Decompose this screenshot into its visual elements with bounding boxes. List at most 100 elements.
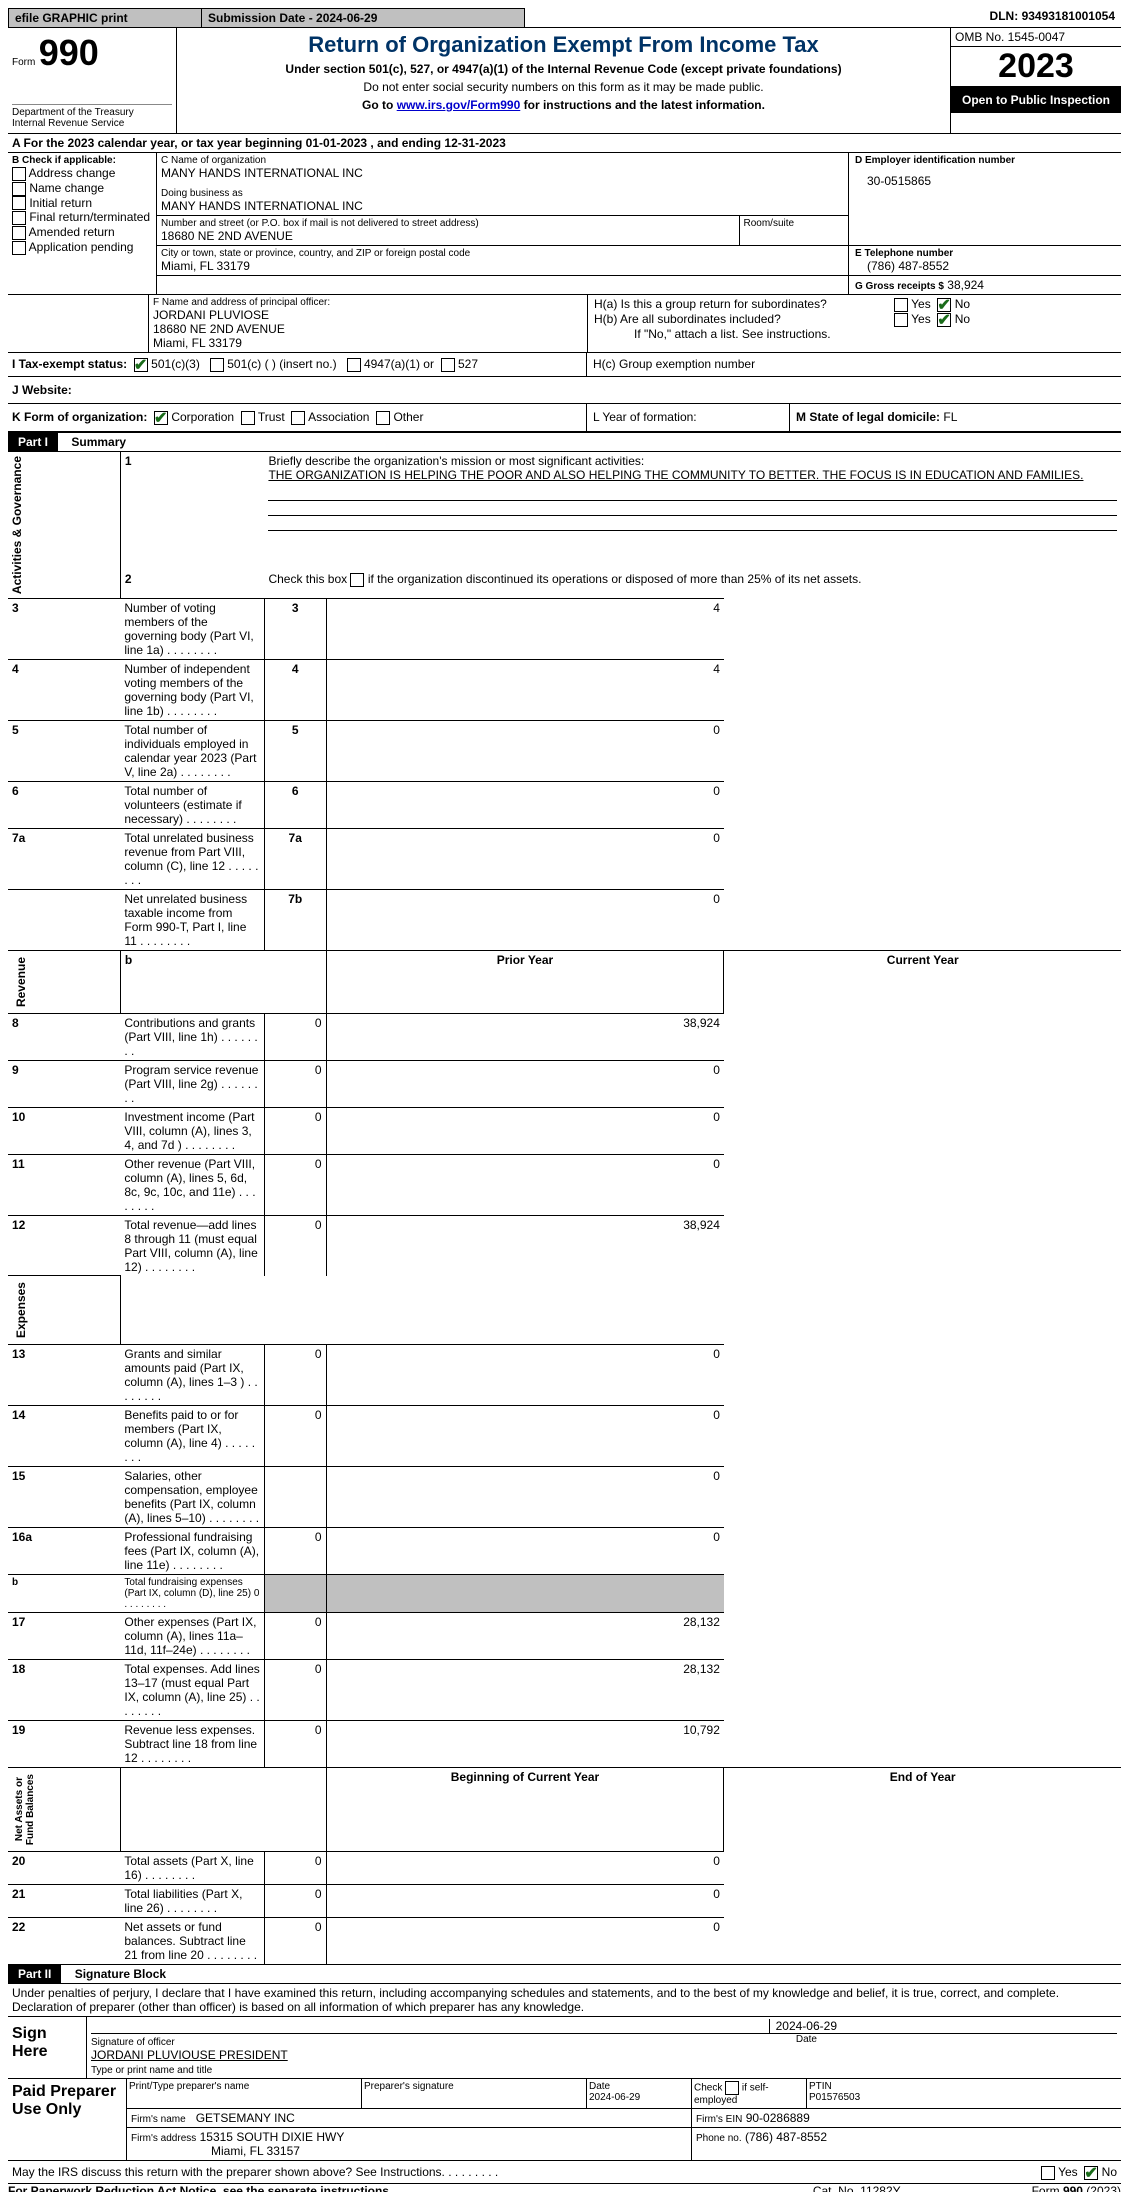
mission-q: Briefly describe the organization's miss…: [268, 454, 644, 468]
boxb-item[interactable]: Initial return: [12, 196, 152, 211]
l-label: L Year of formation:: [587, 404, 790, 431]
i-label: I Tax-exempt status:: [12, 357, 127, 371]
phone-label: E Telephone number: [855, 248, 1115, 259]
hb-yes[interactable]: [894, 313, 908, 327]
form-subtitle: Under section 501(c), 527, or 4947(a)(1)…: [185, 62, 942, 76]
gross-label: G Gross receipts $: [855, 281, 944, 292]
i-527[interactable]: [441, 358, 455, 372]
discuss-yes[interactable]: [1041, 2166, 1055, 2180]
room-label: Room/suite: [744, 218, 844, 229]
col-boy: Beginning of Current Year: [326, 1768, 724, 1852]
perjury: Under penalties of perjury, I declare th…: [8, 1984, 1121, 2017]
top-bar: efile GRAPHIC print Submission Date - 20…: [8, 8, 1121, 28]
street: 18680 NE 2ND AVENUE: [161, 229, 735, 243]
omb: OMB No. 1545-0047: [951, 28, 1121, 47]
paid-label: Paid Preparer Use Only: [8, 2079, 127, 2161]
dln-value: 93493181001054: [1022, 9, 1115, 23]
city: Miami, FL 33179: [161, 259, 844, 273]
ein-label: D Employer identification number: [855, 155, 1115, 166]
goto-pre: Go to: [362, 98, 397, 112]
k-label: K Form of organization:: [12, 410, 147, 424]
entity-block: B Check if applicable: Address change Na…: [8, 153, 1121, 294]
side-revenue: Revenue: [12, 953, 30, 1011]
m-val: FL: [943, 410, 957, 424]
k-opt[interactable]: Corporation: [154, 410, 241, 424]
i-501c3[interactable]: [134, 358, 148, 372]
self-employed-check[interactable]: [725, 2081, 739, 2095]
goto-post: for instructions and the latest informat…: [524, 98, 765, 112]
discuss-row: May the IRS discuss this return with the…: [8, 2161, 1121, 2184]
form-header: Form 990 Department of the Treasury Inte…: [8, 28, 1121, 134]
tax-year-line: A For the 2023 calendar year, or tax yea…: [8, 134, 1121, 153]
ssn-warning: Do not enter social security numbers on …: [185, 80, 942, 94]
ptin: P01576503: [809, 2092, 860, 2103]
officer-name: JORDANI PLUVIOSE: [153, 308, 583, 322]
i-4947[interactable]: [347, 358, 361, 372]
discuss-no[interactable]: [1084, 2166, 1098, 2180]
k-opt[interactable]: Association: [291, 410, 376, 424]
city-label: City or town, state or province, country…: [161, 248, 844, 259]
side-governance: Activities & Governance: [8, 452, 26, 598]
efile-label: efile GRAPHIC print: [9, 9, 202, 28]
firm-phone: (786) 487-8552: [745, 2130, 827, 2144]
col-eoy: End of Year: [724, 1768, 1121, 1852]
hb-label: H(b) Are all subordinates included?: [594, 312, 894, 327]
submission-date: Submission Date - 2024-06-29: [202, 9, 525, 28]
summary-table: Activities & Governance 1 Briefly descri…: [8, 452, 1121, 1965]
mission-text: THE ORGANIZATION IS HELPING THE POOR AND…: [268, 468, 1083, 482]
hb-note: If "No," attach a list. See instructions…: [594, 327, 1115, 341]
org-form-row: K Form of organization: Corporation Trus…: [8, 404, 1121, 432]
form-number: 990: [39, 32, 99, 73]
ha-yes[interactable]: [894, 298, 908, 312]
boxb-item[interactable]: Final return/terminated: [12, 210, 152, 225]
col-current: Current Year: [724, 950, 1121, 1013]
form-title: Return of Organization Exempt From Incom…: [185, 32, 942, 58]
ha-label: H(a) Is this a group return for subordin…: [594, 297, 894, 312]
c-name-label: C Name of organization: [161, 155, 844, 166]
officer-label: F Name and address of principal officer:: [153, 297, 583, 308]
ein: 30-0515865: [867, 174, 1115, 188]
website-row: J Website:: [8, 376, 1121, 404]
tax-year: 2023: [951, 47, 1121, 87]
footer: For Paperwork Reduction Act Notice, see …: [8, 2184, 1121, 2192]
paid-preparer-block: Paid Preparer Use Only Print/Type prepar…: [8, 2079, 1121, 2161]
box-b-label: B Check if applicable:: [12, 155, 152, 166]
sign-date: 2024-06-29: [769, 2019, 837, 2033]
goto-link[interactable]: www.irs.gov/Form990: [397, 98, 521, 112]
firm-name: GETSEMANY INC: [196, 2111, 295, 2125]
boxb-item[interactable]: Address change: [12, 166, 152, 181]
dln-label: DLN:: [990, 9, 1019, 23]
form-word: Form: [12, 57, 35, 68]
dba-label: Doing business as: [161, 188, 844, 199]
boxb-item[interactable]: Amended return: [12, 225, 152, 240]
firm-addr1: 15315 SOUTH DIXIE HWY: [200, 2130, 345, 2144]
boxb-item[interactable]: Name change: [12, 181, 152, 196]
k-opt[interactable]: Trust: [241, 410, 292, 424]
part2-header: Part II Signature Block: [8, 1964, 1121, 1984]
officer-addr1: 18680 NE 2ND AVENUE: [153, 322, 583, 336]
dba: MANY HANDS INTERNATIONAL INC: [161, 199, 844, 213]
col-prior: Prior Year: [326, 950, 724, 1013]
k-opt[interactable]: Other: [376, 410, 430, 424]
officer-group-block: F Name and address of principal officer:…: [8, 294, 1121, 352]
addr-label: Number and street (or P.O. box if mail i…: [161, 218, 735, 229]
org-name: MANY HANDS INTERNATIONAL INC: [161, 166, 844, 180]
sign-here-label: Sign Here: [8, 2017, 87, 2079]
gross-receipts: 38,924: [947, 278, 984, 292]
hc-label: H(c) Group exemption number: [587, 353, 1122, 376]
officer-sig: JORDANI PLUVIOUSE PRESIDENT: [91, 2048, 288, 2062]
firm-addr2: Miami, FL 33157: [211, 2144, 300, 2158]
officer-addr2: Miami, FL 33179: [153, 336, 583, 350]
hb-no[interactable]: [937, 313, 951, 327]
firm-ein: 90-0286889: [746, 2111, 810, 2125]
dept: Department of the Treasury Internal Reve…: [12, 104, 172, 129]
line2-checkbox[interactable]: [350, 573, 364, 587]
sign-here-block: Sign Here 2024-06-29 Signature of office…: [8, 2017, 1121, 2079]
boxb-item[interactable]: Application pending: [12, 240, 152, 255]
side-net: Net Assets or Fund Balances: [12, 1770, 38, 1849]
i-501c[interactable]: [210, 358, 224, 372]
exempt-status-row: I Tax-exempt status: 501(c)(3) 501(c) ( …: [8, 352, 1121, 376]
part1-header: Part I Summary: [8, 432, 1121, 452]
side-expenses: Expenses: [12, 1278, 30, 1342]
phone: (786) 487-8552: [867, 259, 1115, 273]
